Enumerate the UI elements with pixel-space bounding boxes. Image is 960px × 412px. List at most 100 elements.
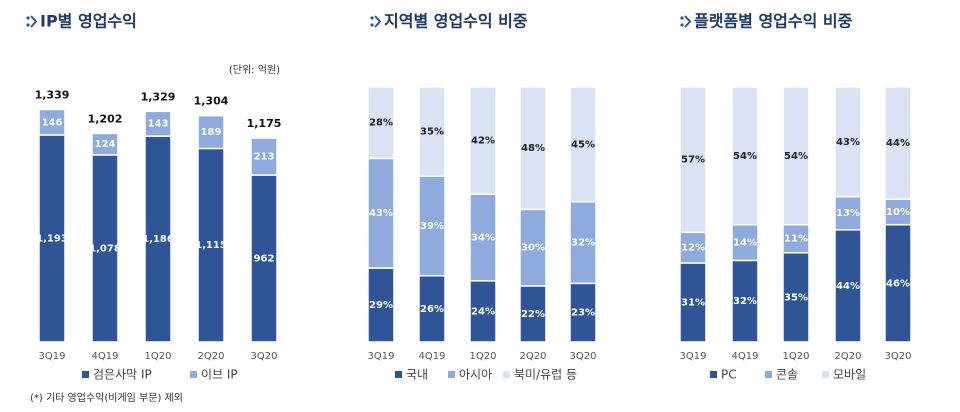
- legend-swatch: [395, 371, 402, 378]
- bar-segment: [731, 86, 759, 226]
- data-label: 11%: [784, 234, 808, 245]
- legend-label: PC: [721, 368, 737, 382]
- data-label: 1,186: [142, 234, 174, 245]
- bar-segment: [679, 86, 707, 234]
- bar-segment: [782, 252, 810, 343]
- x-tick-label: 3Q19: [39, 351, 66, 362]
- bar-segment: [884, 86, 912, 200]
- x-tick-label: 3Q20: [885, 351, 912, 362]
- legend-label: 국내: [406, 368, 428, 382]
- bar-segment: [144, 135, 172, 343]
- total-label: 1,329: [141, 90, 176, 103]
- data-label: 1,193: [36, 233, 68, 244]
- data-label: 34%: [471, 232, 495, 243]
- data-label: 13%: [836, 208, 860, 219]
- x-tick-label: 3Q19: [680, 351, 707, 362]
- data-label: 1,078: [89, 243, 121, 254]
- legend-label: 검은사막 IP: [93, 368, 152, 382]
- footnote: (*) 기타 영업수익(비게임 부문) 제외: [30, 391, 183, 404]
- bar-segment: [834, 229, 862, 343]
- x-tick-label: 2Q20: [198, 351, 225, 362]
- bar-segment: [197, 114, 225, 150]
- data-label: 32%: [733, 296, 757, 307]
- data-label: 31%: [681, 297, 705, 308]
- data-label: 43%: [836, 137, 860, 148]
- bar-segment: [519, 285, 547, 343]
- legend-label: 북미/유럽 등: [514, 368, 577, 382]
- data-label: 54%: [784, 151, 808, 162]
- bar-segment: [679, 262, 707, 343]
- bar-segment: [469, 193, 497, 282]
- unit-label: (단위: 억원): [229, 63, 280, 76]
- legend-swatch: [503, 371, 510, 378]
- bar-segment: [367, 267, 395, 343]
- chart-title: 지역별 영업수익 비중: [384, 12, 528, 31]
- data-label: 43%: [369, 208, 393, 219]
- data-label: 962: [254, 254, 275, 265]
- data-label: 124: [95, 139, 116, 150]
- chart-title: 플랫폼별 영업수익 비중: [694, 12, 853, 31]
- data-label: 28%: [369, 118, 393, 129]
- data-label: 213: [254, 152, 275, 163]
- legend-label: 이브 IP: [201, 368, 238, 382]
- data-label: 48%: [521, 143, 545, 154]
- legend-swatch: [190, 371, 197, 378]
- x-tick-label: 3Q20: [570, 351, 597, 362]
- bar-segment: [418, 175, 446, 277]
- bar-segment: [38, 134, 66, 343]
- data-label: 1,115: [195, 240, 227, 251]
- bar-segment: [367, 86, 395, 160]
- x-tick-label: 1Q20: [470, 351, 497, 362]
- bar-segment: [250, 174, 278, 343]
- total-label: 1,202: [88, 112, 123, 125]
- data-label: 26%: [420, 304, 444, 315]
- data-label: 32%: [571, 238, 595, 249]
- data-label: 46%: [886, 278, 910, 289]
- data-label: 57%: [681, 155, 705, 166]
- data-label: 39%: [420, 221, 444, 232]
- data-label: 44%: [836, 281, 860, 292]
- title-icon: [26, 15, 692, 28]
- legend-swatch: [822, 371, 829, 378]
- x-tick-label: 2Q20: [835, 351, 862, 362]
- data-label: 23%: [571, 308, 595, 319]
- data-label: 42%: [471, 136, 495, 147]
- bar-segment: [91, 132, 119, 156]
- bar-segment: [731, 259, 759, 343]
- data-label: 22%: [521, 309, 545, 320]
- bar-segment: [418, 86, 446, 177]
- data-label: 35%: [784, 292, 808, 303]
- bar-segment: [250, 137, 278, 176]
- data-label: 44%: [886, 138, 910, 149]
- x-tick-label: 1Q20: [783, 351, 810, 362]
- legend-swatch: [765, 371, 772, 378]
- data-label: 12%: [681, 243, 705, 254]
- x-tick-label: 3Q20: [251, 351, 278, 362]
- bar-segment: [782, 86, 810, 226]
- data-label: 24%: [471, 306, 495, 317]
- bar-segment: [144, 110, 172, 137]
- bar-segment: [569, 201, 597, 285]
- bar-segment: [418, 274, 446, 343]
- data-label: 10%: [886, 207, 910, 218]
- x-tick-label: 1Q20: [145, 351, 172, 362]
- data-label: 143: [148, 119, 169, 130]
- legend-swatch: [710, 371, 717, 378]
- bar-segment: [782, 223, 810, 254]
- x-tick-label: 2Q20: [520, 351, 547, 362]
- x-tick-label: 3Q19: [368, 351, 395, 362]
- bar-segment: [834, 86, 862, 198]
- data-label: 35%: [420, 127, 444, 138]
- legend-label: 아시아: [459, 368, 492, 382]
- total-label: 1,175: [247, 117, 282, 130]
- data-label: 45%: [571, 139, 595, 150]
- bar-segment: [469, 280, 497, 343]
- total-label: 1,339: [35, 89, 70, 102]
- x-tick-label: 4Q19: [732, 351, 759, 362]
- bar-segment: [469, 86, 497, 195]
- bar-segment: [884, 223, 912, 343]
- bar-segment: [731, 223, 759, 262]
- bar-segment: [91, 154, 119, 343]
- total-label: 1,304: [194, 95, 229, 108]
